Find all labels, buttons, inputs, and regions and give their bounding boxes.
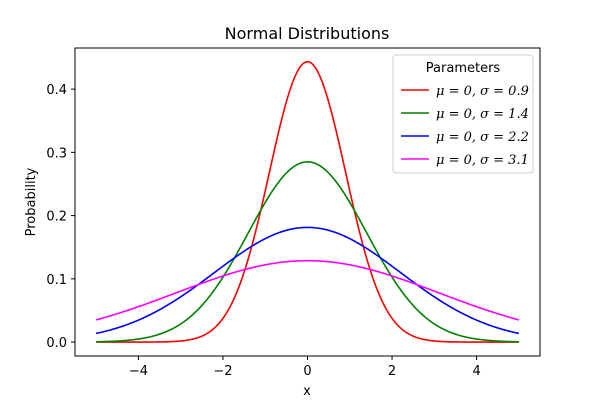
chart-title: Normal Distributions [225, 24, 390, 43]
x-axis-label: x [303, 384, 311, 399]
x-tick-label: −2 [213, 364, 232, 379]
series-layer [95, 60, 520, 343]
legend-title: Parameters [426, 61, 501, 76]
ticks-layer: −4 −2 0 2 4 0.0 0.1 0.2 0.3 0.4 [46, 83, 480, 379]
x-tick-label: 2 [388, 364, 396, 379]
legend-label: μ = 0, σ = 0.9 [436, 84, 529, 99]
y-tick-label: 0.3 [46, 146, 67, 161]
legend-label: μ = 0, σ = 3.1 [436, 153, 529, 168]
plot-frame [74, 47, 541, 357]
y-axis-label: Probability [24, 167, 39, 236]
series-line-3 [95, 226, 520, 335]
x-tick-label: −4 [129, 364, 148, 379]
y-tick-label: 0.1 [46, 273, 67, 288]
series-line-4 [95, 259, 520, 321]
legend-box [392, 54, 534, 174]
x-tick-label: 4 [472, 364, 480, 379]
x-tick-label: 0 [303, 364, 311, 379]
y-tick-label: 0.4 [46, 83, 67, 98]
legend-label: μ = 0, σ = 1.4 [436, 107, 529, 122]
series-line-1 [96, 60, 519, 343]
legend: Parameters μ = 0, σ = 0.9 μ = 0, σ = 1.4 μ … [392, 54, 534, 174]
series-line-2 [96, 161, 519, 343]
y-tick-label: 0.0 [46, 336, 67, 351]
y-tick-label: 0.2 [46, 210, 67, 225]
legend-label: μ = 0, σ = 2.2 [436, 130, 529, 145]
